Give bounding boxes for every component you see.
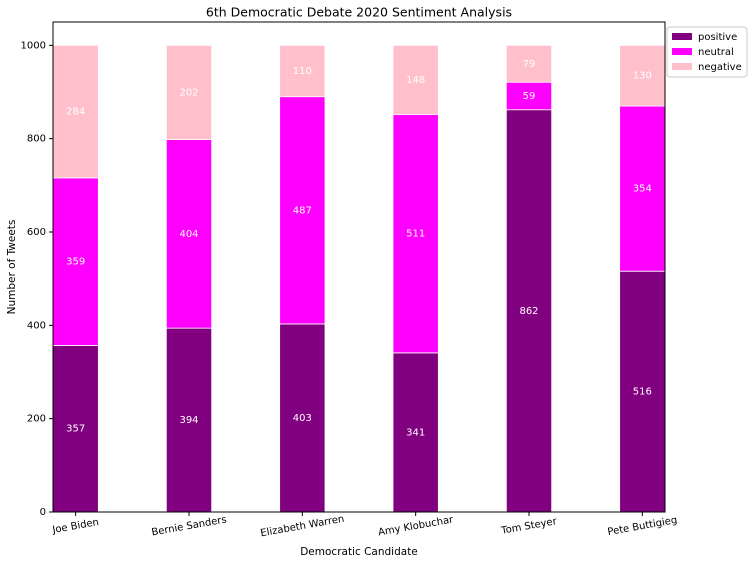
bar-segment: [392, 352, 439, 513]
legend-swatch: [672, 48, 692, 55]
data-label: 404: [179, 229, 198, 240]
data-label: 359: [66, 257, 85, 268]
data-label: 403: [293, 413, 312, 424]
data-label: 354: [633, 184, 652, 195]
data-label: 341: [406, 427, 425, 438]
data-label: 79: [523, 59, 536, 70]
plot-frame: [52, 21, 666, 513]
legend-label: neutral: [698, 47, 734, 58]
data-label: 59: [523, 91, 536, 102]
y-axis-label: Number of Tweets: [6, 220, 18, 315]
bar-segment: [279, 44, 326, 98]
chart-title: 6th Democratic Debate 2020 Sentiment Ana…: [206, 5, 512, 20]
y-tick-label: 200: [27, 414, 46, 425]
bar-segment: [165, 139, 213, 329]
data-label: 394: [179, 415, 198, 426]
data-label: 511: [406, 229, 425, 240]
legend-swatch: [672, 63, 692, 70]
y-tick-label: 1000: [21, 40, 46, 51]
bar-segment: [505, 109, 553, 513]
x-tick-label: Bernie Sanders: [151, 514, 228, 538]
bar-segment: [619, 105, 666, 272]
legend-swatch: [672, 33, 692, 40]
data-label: 357: [66, 424, 85, 435]
bar-segment: [619, 44, 666, 107]
x-tick-label: Elizabeth Warren: [260, 514, 346, 540]
x-tick-label: Pete Buttigieg: [607, 515, 678, 538]
y-tick-label: 0: [40, 507, 46, 518]
y-tick-label: 600: [27, 227, 46, 238]
bar-segment: [165, 44, 213, 141]
y-tick-label: 400: [27, 320, 46, 331]
data-label: 130: [633, 71, 652, 82]
bar-segment: [279, 96, 326, 325]
bar-segment: [392, 44, 439, 115]
x-axis-label: Democratic Candidate: [300, 546, 418, 558]
data-label: 284: [66, 107, 85, 118]
x-tick-label: Joe Biden: [51, 517, 100, 536]
bar-segment: [619, 270, 666, 513]
data-label: 516: [633, 387, 652, 398]
bar-segment: [52, 44, 99, 179]
data-label: 202: [179, 87, 198, 98]
x-tick-label: Tom Steyer: [500, 516, 559, 537]
bar-segment: [505, 44, 553, 83]
bar-segment: [165, 327, 213, 513]
data-label: 487: [293, 205, 312, 216]
y-tick-label: 800: [27, 134, 46, 145]
data-label: 110: [293, 66, 312, 77]
data-label: 148: [406, 75, 425, 86]
data-label: 862: [519, 306, 538, 317]
legend-label: positive: [698, 32, 737, 43]
legend-label: negative: [698, 62, 742, 73]
x-tick-label: Amy Klobuchar: [377, 514, 455, 538]
